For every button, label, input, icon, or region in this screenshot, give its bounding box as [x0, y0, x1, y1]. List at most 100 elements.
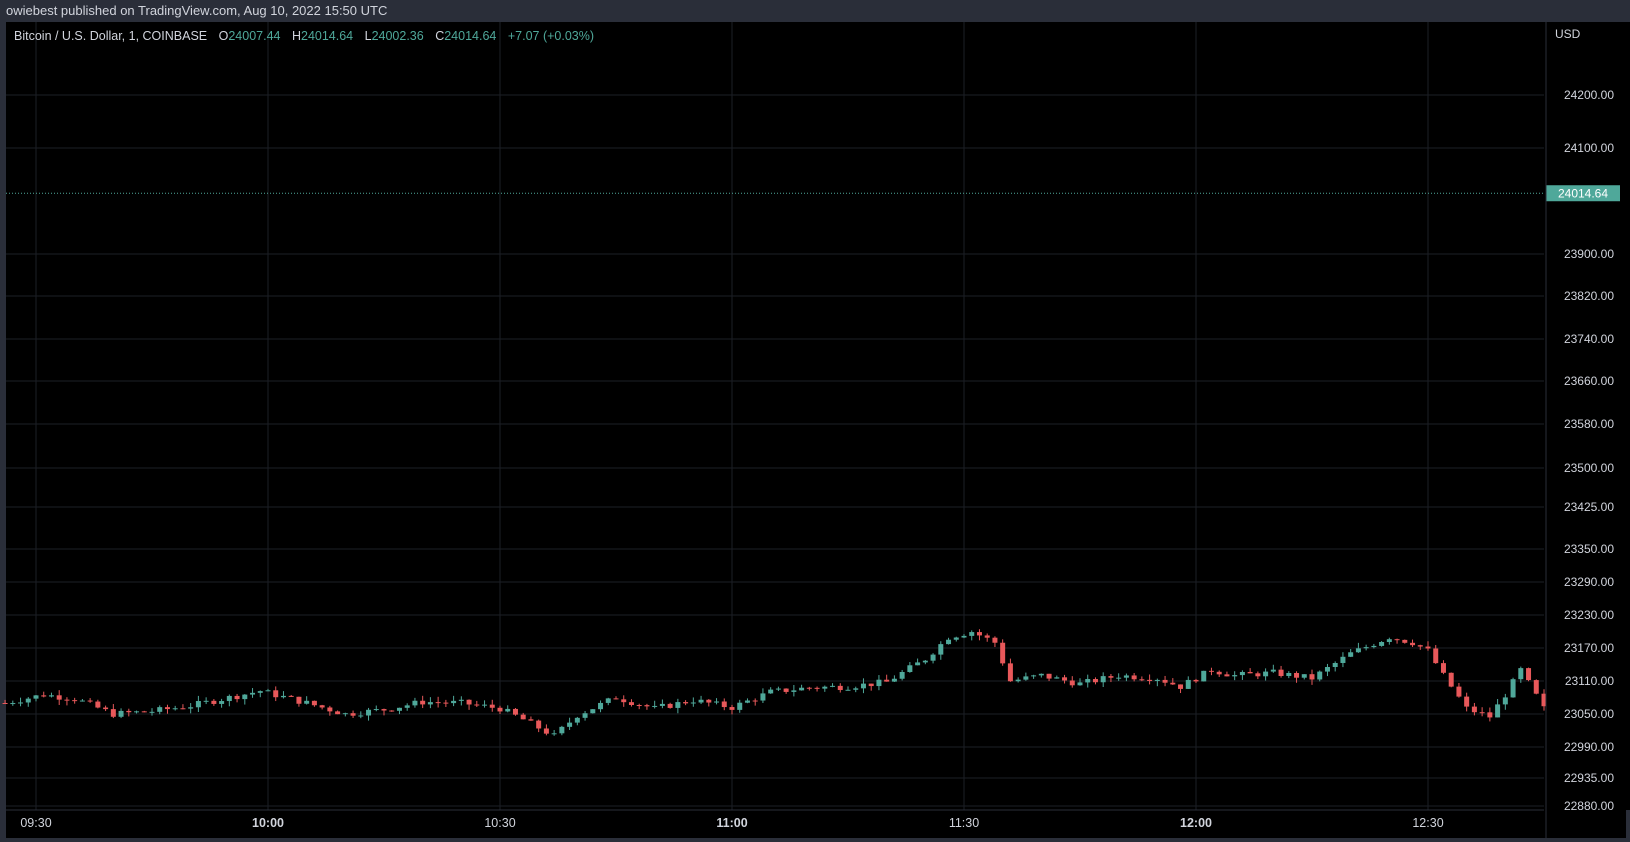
candle-body	[621, 699, 627, 703]
candle-body	[273, 690, 279, 698]
candle-body	[1170, 682, 1176, 685]
candle-body	[1487, 712, 1493, 718]
candle-body	[118, 710, 124, 717]
candle-body	[837, 685, 843, 691]
candle-body	[814, 687, 820, 689]
currency-label: USD	[1555, 27, 1581, 41]
candle-body	[1007, 663, 1013, 682]
candle-body	[605, 698, 611, 703]
candle-body	[683, 702, 689, 704]
candle-body	[1131, 675, 1137, 680]
candle-body	[33, 695, 39, 699]
candle-body	[497, 707, 503, 712]
candle-body	[1069, 680, 1075, 686]
candle-body	[992, 637, 998, 643]
candle-body	[536, 720, 542, 729]
candle-body	[1286, 672, 1292, 676]
candle-body	[489, 704, 495, 708]
chart-frame[interactable]	[6, 22, 1626, 838]
open-label: O	[218, 29, 229, 43]
candle-body	[1394, 639, 1400, 641]
candle-body	[1410, 642, 1416, 646]
candle-body	[1379, 641, 1385, 646]
candle-body	[783, 688, 789, 692]
candle-body	[435, 702, 441, 704]
candle-body	[474, 704, 480, 706]
price-tick-label: 23425.00	[1564, 500, 1614, 514]
candle-body	[389, 710, 395, 712]
candle-body	[72, 700, 78, 702]
candle-body	[1239, 671, 1245, 676]
candle-body	[876, 679, 882, 687]
candle-body	[1100, 676, 1106, 683]
candle-body	[706, 699, 712, 703]
candle-body	[969, 632, 975, 636]
price-tick-label: 23740.00	[1564, 332, 1614, 346]
candle-body	[799, 687, 805, 691]
candle-body	[853, 688, 859, 690]
candle-body	[1162, 679, 1168, 683]
candle-body	[342, 713, 348, 715]
candle-body	[1456, 686, 1462, 697]
price-tick-label: 22990.00	[1564, 740, 1614, 754]
candle-body	[1294, 672, 1300, 678]
candle-body	[1263, 671, 1269, 677]
candle-body	[907, 665, 913, 672]
candle-body	[103, 707, 109, 710]
candle-body	[922, 660, 928, 663]
candle-body	[10, 703, 16, 705]
candle-body	[482, 704, 488, 706]
candle-body	[1402, 639, 1408, 643]
candle-body	[667, 703, 673, 708]
price-axis-header	[1546, 22, 1630, 40]
candle-body	[1479, 712, 1485, 714]
candle-body	[1417, 645, 1423, 647]
symbol-title[interactable]: Bitcoin / U.S. Dollar, 1, COINBASE	[14, 29, 208, 43]
candle-body	[172, 708, 178, 710]
price-tick-label: 23350.00	[1564, 542, 1614, 556]
price-tick-label: 23900.00	[1564, 247, 1614, 261]
candle-body	[56, 695, 62, 700]
candle-body	[265, 690, 271, 692]
candle-body	[1526, 668, 1532, 681]
candle-body	[203, 700, 209, 702]
candle-body	[675, 702, 681, 708]
candle-body	[1495, 704, 1501, 718]
candle-body	[830, 685, 836, 687]
candle-body	[134, 711, 140, 713]
last-price-badge	[1546, 185, 1620, 202]
change-value: +7.07 (+0.03%)	[507, 29, 595, 43]
price-tick-label: 22935.00	[1564, 771, 1614, 785]
candle-body	[1208, 670, 1214, 672]
candle-body	[1247, 671, 1253, 674]
candle-body	[690, 702, 696, 704]
candle-body	[984, 635, 990, 638]
candle-body	[559, 726, 565, 734]
candle-body	[451, 700, 457, 704]
candle-body	[574, 717, 580, 723]
candle-body	[195, 701, 201, 708]
candle-body	[1471, 706, 1477, 713]
time-tick-label: 12:30	[1412, 816, 1443, 830]
close-value: 24014.64	[444, 29, 497, 43]
candle-body	[1255, 673, 1261, 677]
candle-body	[296, 696, 302, 704]
candle-body	[590, 709, 596, 714]
candle-body	[1324, 667, 1330, 672]
candle-body	[868, 683, 874, 687]
price-tick-label: 23170.00	[1564, 641, 1614, 655]
price-tick-label: 23290.00	[1564, 575, 1614, 589]
candle-body	[250, 692, 256, 695]
candle-body	[729, 707, 735, 710]
candle-body	[1038, 673, 1044, 676]
candle-body	[1015, 679, 1021, 682]
candle-body	[126, 710, 132, 713]
candle-body	[280, 695, 286, 698]
candle-body	[1340, 656, 1346, 663]
candle-body	[396, 707, 402, 711]
publish-bar: owiebest published on TradingView.com, A…	[0, 0, 1630, 22]
candle-body	[1464, 696, 1470, 707]
time-tick-label: 09:30	[20, 816, 51, 830]
candle-body	[1092, 679, 1098, 683]
